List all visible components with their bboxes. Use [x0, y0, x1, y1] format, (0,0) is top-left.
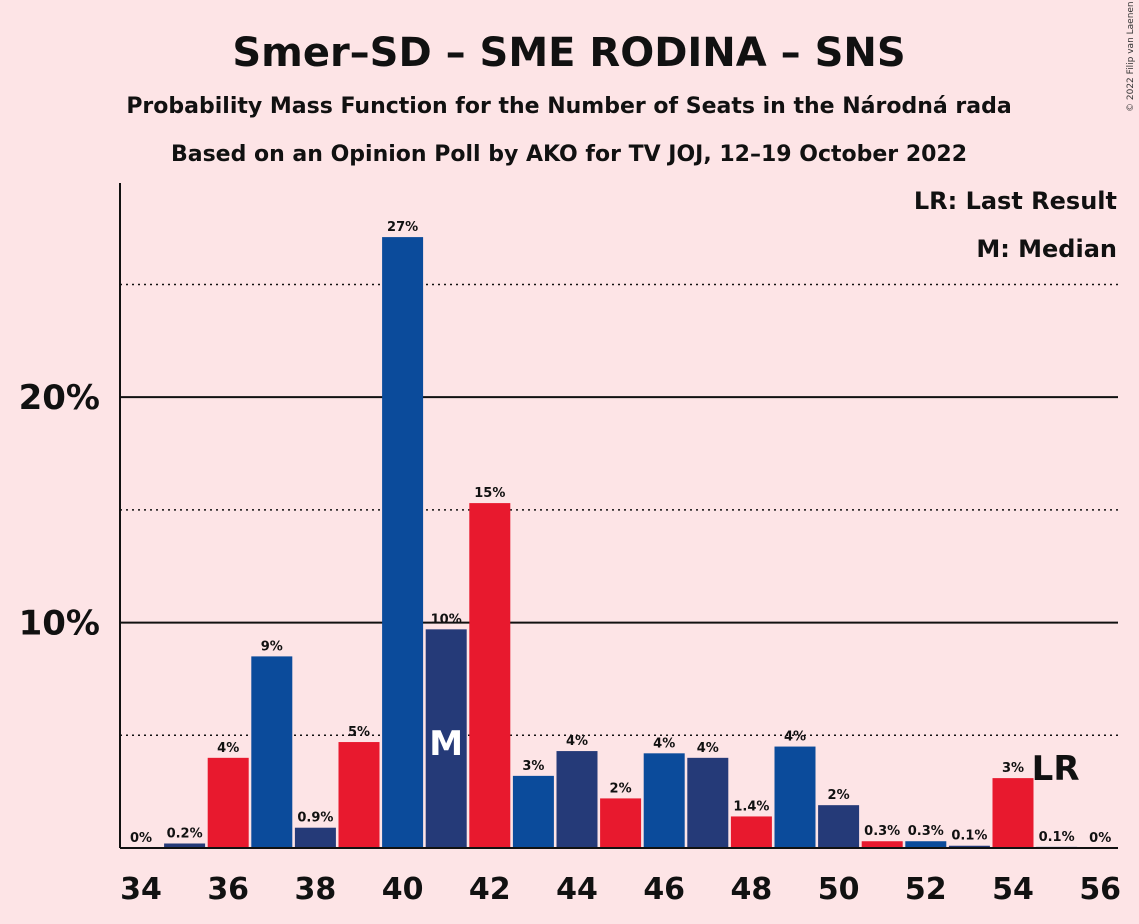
data-label: 15%: [474, 486, 505, 501]
x-tick-label: 48: [731, 872, 773, 907]
bars: [164, 237, 1078, 849]
chart-title: Smer–SD – SME RODINA – SNS: [232, 30, 905, 76]
x-tick-label: 36: [207, 872, 249, 907]
data-label: 3%: [522, 759, 544, 774]
bar: [948, 845, 990, 848]
data-label: 0.9%: [297, 811, 333, 826]
data-label: 0.3%: [864, 824, 900, 839]
last-result-marker: LR: [1032, 749, 1080, 789]
x-tick-label: 44: [556, 872, 598, 907]
bar: [861, 841, 903, 848]
x-tick-label: 38: [295, 872, 337, 907]
y-tick-label: 10%: [19, 604, 100, 644]
data-label: 0%: [130, 831, 152, 846]
bar: [512, 775, 554, 848]
gridlines: 10% 20%: [19, 283, 1118, 737]
data-label: 0.2%: [167, 826, 203, 841]
bar: [251, 656, 293, 848]
bar: [643, 753, 685, 848]
data-label: 0.1%: [951, 829, 987, 844]
data-label: 0.3%: [908, 824, 944, 839]
bar: [992, 778, 1034, 848]
data-label: 0.1%: [1039, 830, 1075, 845]
bar: [164, 843, 206, 848]
data-label: 4%: [217, 741, 239, 756]
x-tick-label: 42: [469, 872, 511, 907]
bar: [600, 798, 642, 848]
data-label: 10%: [431, 612, 462, 627]
bar: [294, 827, 336, 848]
legend-last-result: LR: Last Result: [914, 187, 1117, 215]
x-tick-label: 34: [120, 872, 162, 907]
chart-subtitle-2: Based on an Opinion Poll by AKO for TV J…: [171, 142, 967, 167]
x-tick-label: 52: [905, 872, 947, 907]
legend-median: M: Median: [976, 235, 1117, 263]
axes: 34 36 38 40 42 44 46 48 50 52 54 56: [119, 183, 1121, 907]
copyright-credit: © 2022 Filip van Laenen: [1126, 1, 1136, 112]
y-tick-label: 20%: [19, 378, 100, 418]
x-tick-label: 54: [992, 872, 1034, 907]
data-label: 2%: [610, 781, 632, 796]
bar: [774, 746, 816, 848]
x-tick-label: 40: [382, 872, 424, 907]
data-label: 4%: [653, 736, 675, 751]
bar: [469, 503, 511, 848]
data-label: 4%: [566, 734, 588, 749]
bar: [338, 742, 380, 848]
data-label: 0%: [1089, 831, 1111, 846]
data-label: 9%: [261, 639, 283, 654]
bar: [556, 751, 598, 848]
median-marker: M: [429, 724, 463, 764]
data-label: 5%: [348, 725, 370, 740]
x-tick-label: 56: [1079, 872, 1121, 907]
bar: [382, 237, 424, 849]
chart-subtitle-1: Probability Mass Function for the Number…: [126, 94, 1011, 119]
bar: [905, 841, 947, 848]
bar: [818, 805, 860, 848]
x-tick-label: 50: [818, 872, 860, 907]
bar: [207, 757, 249, 848]
data-labels: 0% 0.2% 4% 9% 0.9% 5% 27% 10% 15% 3% 4% 2% 4% 4% 1.4% 4…: [130, 220, 1111, 846]
data-label: 1.4%: [733, 799, 769, 814]
bar: [730, 816, 772, 848]
bar: [425, 629, 467, 848]
bar: [687, 757, 729, 848]
data-label: 27%: [387, 220, 418, 235]
data-label: 4%: [697, 741, 719, 756]
data-label: 2%: [828, 788, 850, 803]
data-label: 3%: [1002, 761, 1024, 776]
x-tick-label: 46: [643, 872, 685, 907]
data-label: 4%: [784, 730, 806, 745]
